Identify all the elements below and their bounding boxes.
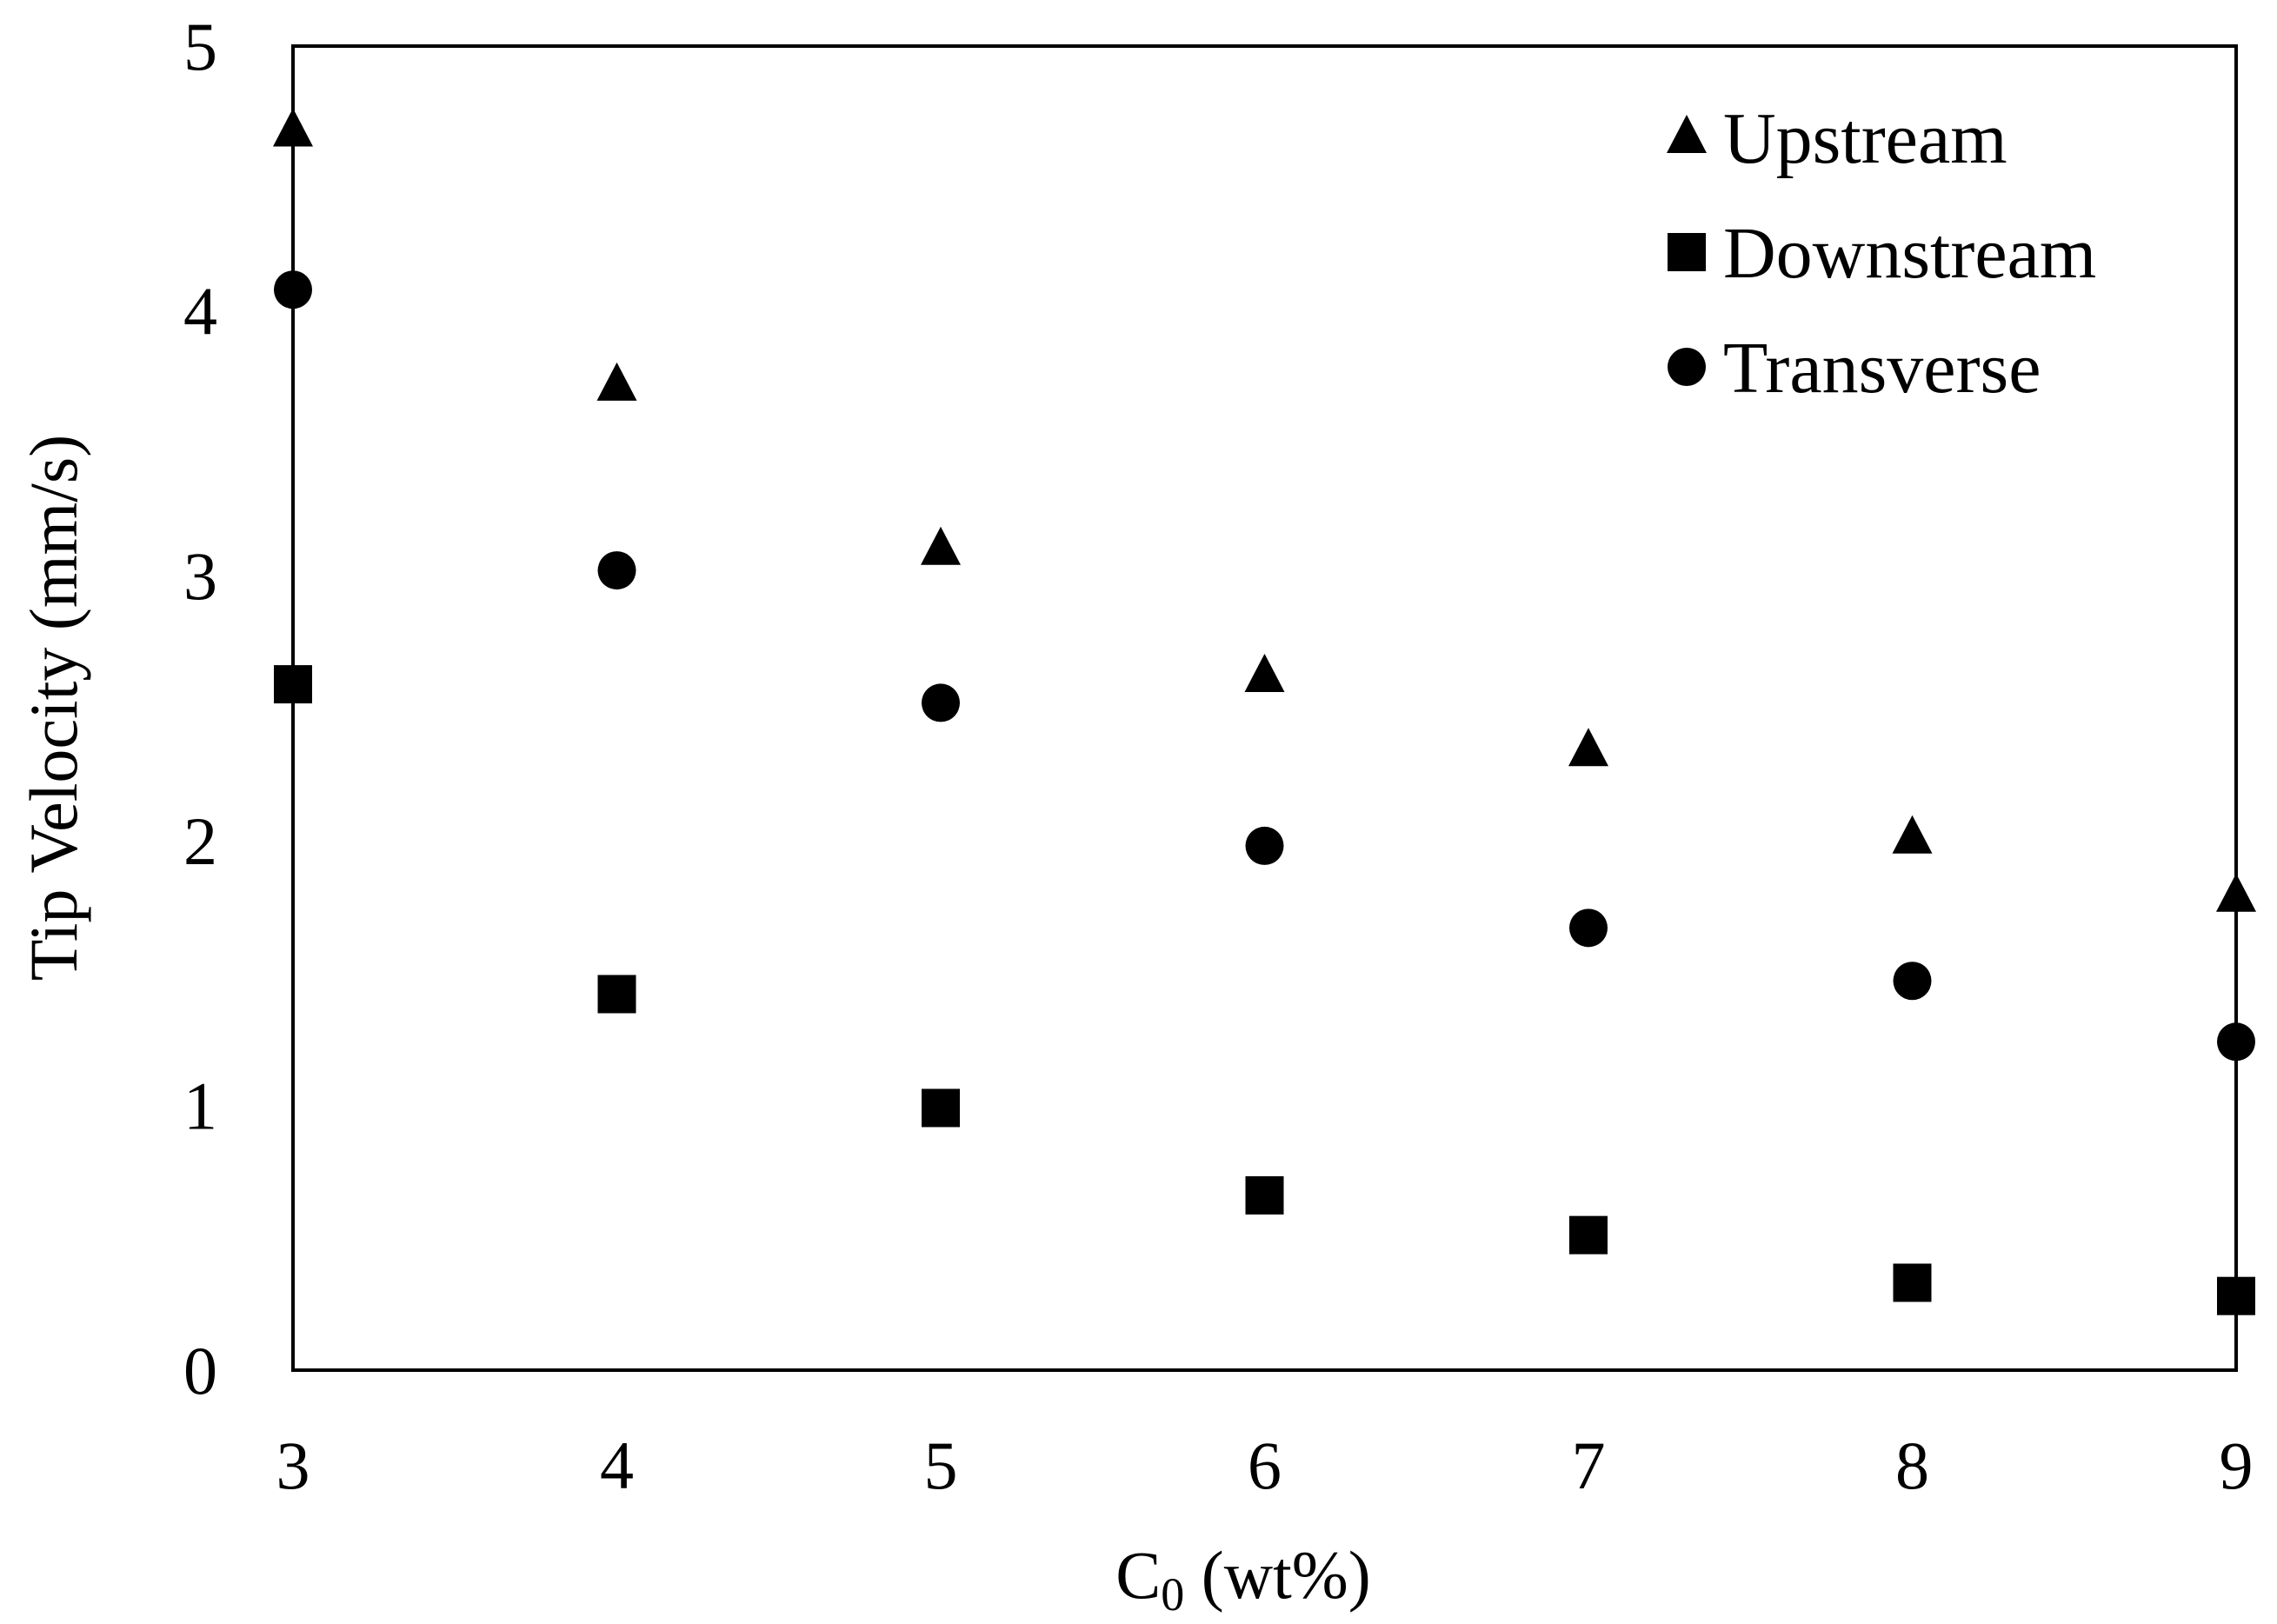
point-transverse-4: [597, 551, 636, 590]
point-upstream-7: [1568, 728, 1608, 767]
x-axis-ticks: 3 4 5 6 7 8 9: [276, 1428, 2254, 1503]
point-downstream-7: [1569, 1215, 1608, 1255]
y-tick-label-1: 1: [183, 1068, 217, 1143]
legend-label-transverse: Transverse: [1723, 328, 2041, 409]
y-tick-label-2: 2: [183, 803, 217, 879]
point-downstream-6: [1245, 1175, 1284, 1215]
point-transverse-9: [2217, 1022, 2255, 1062]
plot-frame: [291, 44, 2238, 1372]
point-upstream-9: [2216, 873, 2256, 912]
point-upstream-4: [596, 362, 637, 401]
x-tick-label-3: 3: [276, 1428, 310, 1503]
x-axis-title: C0 (wt%): [1115, 1537, 1370, 1621]
point-transverse-3: [274, 270, 312, 309]
legend-marker-upstream: [1667, 115, 1707, 153]
legend-label-downstream: Downstream: [1723, 213, 2096, 294]
data-points: [273, 108, 2256, 1315]
x-tick-label-6: 6: [1248, 1428, 1282, 1503]
x-tick-label-4: 4: [600, 1428, 634, 1503]
point-downstream-4: [597, 975, 636, 1014]
point-upstream-5: [921, 526, 961, 565]
point-downstream-8: [1893, 1263, 1932, 1302]
point-transverse-5: [922, 683, 960, 722]
point-transverse-7: [1569, 909, 1608, 948]
x-axis-title-subscript: 0: [1161, 1568, 1184, 1621]
point-upstream-6: [1244, 653, 1285, 692]
x-axis-title-main: C: [1115, 1537, 1161, 1613]
point-upstream-8: [1892, 815, 1933, 854]
y-tick-label-4: 4: [183, 274, 217, 349]
point-downstream-3: [274, 665, 312, 704]
x-tick-label-7: 7: [1572, 1428, 1606, 1503]
x-tick-label-5: 5: [924, 1428, 958, 1503]
x-tick-label-8: 8: [1895, 1428, 1929, 1503]
point-transverse-8: [1893, 962, 1932, 1001]
y-tick-label-5: 5: [183, 9, 217, 84]
y-tick-label-0: 0: [183, 1333, 217, 1408]
point-upstream-3: [273, 108, 313, 147]
y-axis-title: Tip Velocity (mm/s): [16, 435, 91, 981]
legend-marker-downstream: [1668, 233, 1706, 271]
y-tick-label-3: 3: [183, 538, 217, 614]
legend-marker-transverse: [1668, 348, 1706, 386]
x-tick-label-9: 9: [2220, 1428, 2254, 1503]
x-axis-title-unit: (wt%): [1184, 1537, 1370, 1613]
point-downstream-9: [2217, 1276, 2255, 1315]
legend-label-upstream: Upstream: [1723, 98, 2007, 179]
point-downstream-5: [922, 1088, 960, 1128]
point-transverse-6: [1245, 826, 1284, 865]
legend: Upstream Downstream Transverse: [1667, 98, 2096, 409]
y-axis-ticks: 0 1 2 3 4 5: [183, 9, 217, 1408]
